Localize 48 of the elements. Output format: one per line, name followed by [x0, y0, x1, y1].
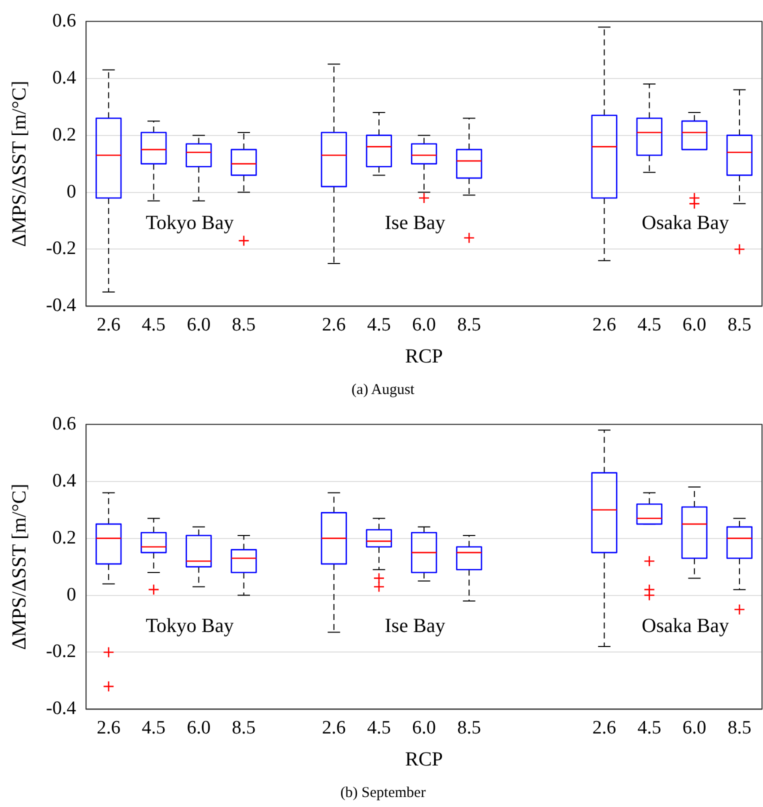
x-tick-label: 2.6	[322, 718, 346, 739]
annotation: Tokyo Bay	[146, 212, 234, 234]
y-tick-label: 0.6	[52, 413, 76, 434]
x-tick-label: 4.5	[367, 314, 391, 336]
x-tick-label: 6.0	[412, 314, 436, 336]
y-tick-label: 0.2	[52, 527, 76, 548]
y-tick-label: 0.2	[52, 124, 76, 146]
annotation: Osaka Bay	[642, 212, 729, 234]
x-tick-label: 8.5	[728, 314, 752, 336]
annotation: Osaka Bay	[642, 614, 729, 637]
x-tick-label: 8.5	[232, 718, 256, 739]
x-tick-label: 8.5	[232, 314, 256, 336]
x-tick-label: 6.0	[682, 314, 706, 336]
x-tick-label: 4.5	[637, 314, 662, 336]
x-tick-label: 6.0	[186, 718, 211, 739]
y-tick-label: 0	[66, 584, 76, 606]
y-tick-label: -0.4	[46, 295, 77, 316]
x-tick-label: 6.0	[412, 718, 436, 739]
y-tick-label: 0.6	[52, 10, 76, 32]
y-tick-label: 0	[66, 181, 76, 202]
x-tick-label: 2.6	[592, 718, 616, 739]
x-tick-label: 2.6	[322, 314, 346, 336]
x-tick-label: 8.5	[457, 718, 481, 739]
x-axis-title: RCP	[405, 345, 443, 368]
annotation: Ise Bay	[384, 212, 446, 234]
y-tick-label: -0.4	[46, 698, 77, 720]
y-tick-label: 0.4	[52, 67, 77, 88]
y-axis-title: ΔMPS/ΔSST [m/°C]	[8, 484, 30, 650]
y-tick-label: 0.4	[52, 470, 77, 492]
x-tick-label: 8.5	[728, 718, 752, 739]
x-tick-label: 6.0	[186, 314, 211, 336]
annotation: Tokyo Bay	[146, 614, 234, 637]
x-tick-label: 2.6	[96, 718, 120, 739]
y-axis-title: ΔMPS/ΔSST [m/°C]	[8, 80, 30, 247]
x-tick-label: 4.5	[637, 718, 662, 739]
x-tick-label: 4.5	[142, 718, 166, 739]
x-axis-title: RCP	[405, 748, 443, 770]
annotation: Ise Bay	[384, 614, 446, 637]
x-tick-label: 8.5	[457, 314, 481, 336]
text: (a) August	[352, 382, 416, 398]
x-tick-label: 4.5	[142, 314, 166, 336]
x-tick-label: 2.6	[96, 314, 120, 336]
y-tick-label: -0.2	[46, 641, 76, 662]
y-tick-label: -0.2	[46, 238, 76, 260]
x-tick-label: 4.5	[367, 718, 391, 739]
x-tick-label: 6.0	[682, 718, 706, 739]
text: (b) September	[340, 784, 426, 801]
x-tick-label: 2.6	[592, 314, 616, 336]
